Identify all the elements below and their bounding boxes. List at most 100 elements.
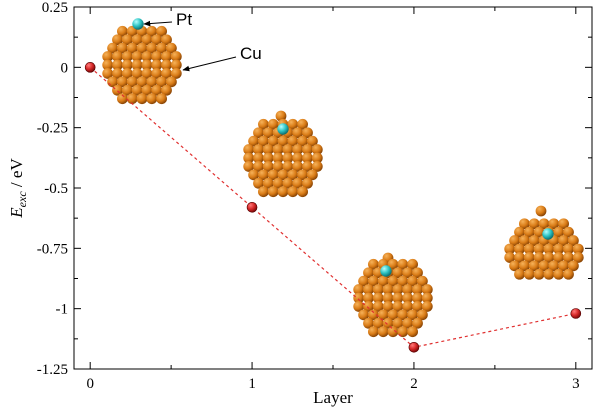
cu-atom bbox=[558, 260, 569, 272]
cu-atom bbox=[514, 268, 525, 280]
cu-atom bbox=[170, 51, 182, 62]
cu-atom bbox=[533, 243, 545, 255]
cu-atom bbox=[519, 260, 530, 272]
cu-atom bbox=[282, 144, 294, 155]
cu-atom bbox=[297, 135, 308, 147]
cu-atom bbox=[402, 267, 414, 279]
cu-atom bbox=[161, 51, 172, 62]
cu-atom bbox=[311, 144, 323, 155]
cu-atom bbox=[262, 152, 274, 164]
cu-atom bbox=[277, 169, 289, 181]
cu-atom bbox=[275, 110, 287, 122]
cu-atom bbox=[258, 118, 269, 130]
cu-atom bbox=[292, 152, 304, 164]
cu-atom bbox=[277, 135, 289, 147]
y-tick-label: 0 bbox=[61, 60, 69, 76]
cu-atom bbox=[397, 258, 409, 270]
cu-atom bbox=[302, 127, 313, 139]
cu-atom bbox=[412, 284, 423, 295]
x-tick-label: 2 bbox=[410, 376, 418, 392]
cu-atom bbox=[151, 34, 163, 46]
cu-atom bbox=[258, 186, 269, 198]
cu-atom bbox=[558, 218, 569, 230]
cu-atom bbox=[131, 84, 143, 96]
cu-atom bbox=[528, 235, 540, 246]
cu-atom bbox=[382, 292, 394, 304]
cu-atom bbox=[136, 93, 148, 105]
cu-atom bbox=[392, 301, 404, 312]
cu-atom bbox=[297, 186, 308, 198]
cu-atom bbox=[146, 93, 158, 105]
y-axis-label-main: E bbox=[7, 207, 26, 219]
cu-atom bbox=[161, 59, 172, 71]
cu-atom bbox=[568, 235, 579, 246]
cu-atom bbox=[407, 258, 418, 270]
cu-atom bbox=[112, 84, 123, 96]
cu-atom bbox=[363, 267, 374, 279]
cu-atom bbox=[553, 226, 565, 238]
cu-atom bbox=[292, 127, 304, 139]
plot-frame bbox=[73, 6, 593, 370]
cu-atom bbox=[412, 301, 423, 312]
cu-atom bbox=[363, 292, 374, 304]
cu-atom bbox=[543, 252, 555, 263]
cu-atom bbox=[277, 186, 289, 198]
pt-atom bbox=[132, 18, 144, 30]
cu-atom bbox=[102, 68, 114, 79]
cu-atom bbox=[292, 177, 304, 189]
cu-atom bbox=[141, 84, 153, 96]
cu-atom bbox=[121, 51, 133, 62]
x-axis-label: Layer bbox=[313, 388, 353, 407]
cu-atom bbox=[514, 243, 525, 255]
cu-atom bbox=[553, 268, 565, 280]
cu-atom bbox=[553, 252, 565, 263]
y-tick-label: -1.25 bbox=[37, 362, 68, 378]
cu-atom bbox=[382, 284, 394, 295]
cu-atom bbox=[146, 76, 158, 88]
cu-atom bbox=[253, 127, 264, 139]
cu-atom bbox=[161, 84, 172, 96]
cu-atom bbox=[161, 68, 172, 79]
data-point-layer-0 bbox=[84, 62, 96, 73]
cu-atom bbox=[302, 152, 313, 164]
cu-atom bbox=[272, 177, 284, 189]
annotation-pt: Pt bbox=[176, 10, 192, 29]
cu-atom bbox=[368, 275, 379, 287]
cu-atom bbox=[353, 301, 365, 312]
cu-atom bbox=[382, 317, 394, 329]
cu-atom bbox=[558, 235, 569, 246]
y-axis-label-unit: / eV bbox=[7, 158, 26, 192]
cu-atom bbox=[377, 326, 389, 338]
cu-atom bbox=[141, 68, 153, 79]
series-line bbox=[89, 66, 576, 348]
cu-atom bbox=[353, 292, 365, 304]
cu-atom bbox=[126, 42, 138, 54]
cu-atom bbox=[528, 260, 540, 272]
axis-ticks: 0 1 2 3 0.25 0 -0.25 -0.5 -0.75 -1 -1.25 bbox=[37, 0, 592, 392]
y-tick-label: 0.25 bbox=[42, 0, 68, 16]
cu-atom bbox=[402, 284, 414, 295]
cu-atom bbox=[151, 68, 163, 79]
cu-atom bbox=[156, 76, 168, 88]
cu-atom bbox=[504, 243, 516, 255]
cu-atom bbox=[121, 34, 133, 46]
cu-atom bbox=[287, 118, 299, 130]
cu-atom bbox=[297, 169, 308, 181]
cu-atom bbox=[533, 226, 545, 238]
data-point-layer-3 bbox=[570, 308, 582, 319]
cu-atom bbox=[533, 252, 545, 263]
cu-atom bbox=[509, 235, 520, 246]
cu-atom bbox=[548, 218, 560, 230]
cu-atom bbox=[421, 301, 433, 312]
cu-atom bbox=[358, 275, 369, 287]
cu-atom bbox=[112, 51, 123, 62]
cu-atom bbox=[141, 51, 153, 62]
cu-atom bbox=[258, 169, 269, 181]
cluster-image-layer-3 bbox=[504, 205, 584, 280]
cu-atom bbox=[397, 275, 409, 287]
cu-atom bbox=[553, 243, 565, 255]
cu-atom bbox=[397, 326, 409, 338]
cu-atom bbox=[126, 76, 138, 88]
cu-atom bbox=[392, 292, 404, 304]
